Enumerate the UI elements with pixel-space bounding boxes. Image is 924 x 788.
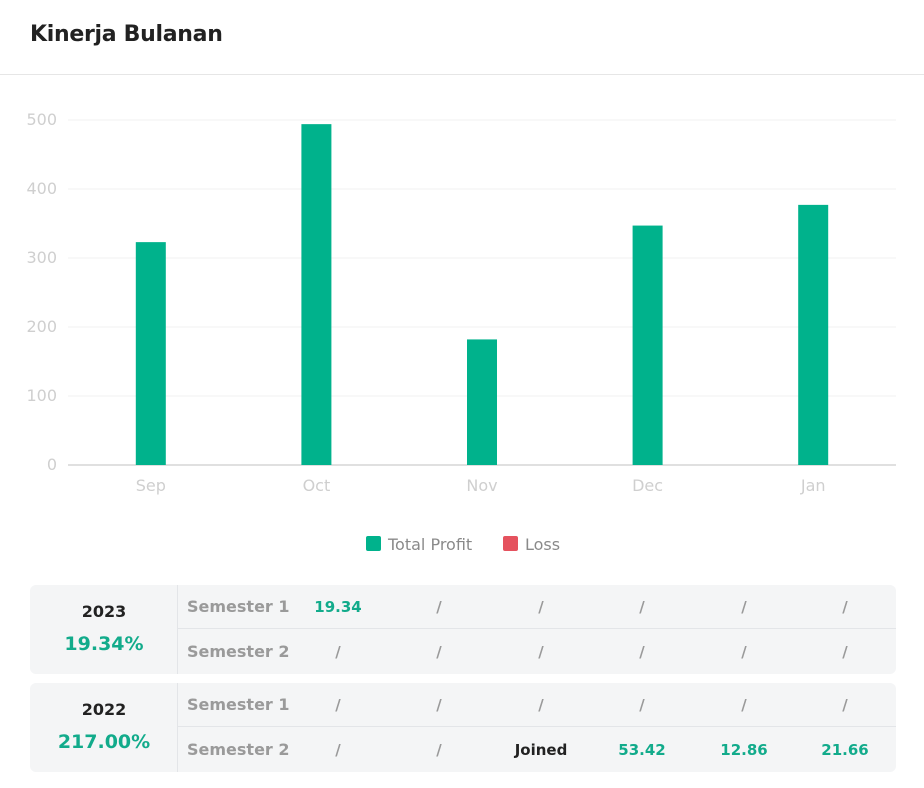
x-tick-label: Dec [632,476,663,495]
semester-value-cell: / [842,598,848,616]
semester-label: Semester 2 [187,740,290,759]
semester-value-cell: 53.42 [618,741,666,759]
bar-total-profit-oct[interactable] [301,124,332,465]
card-header: Kinerja Bulanan [0,0,924,75]
year-label: 2023 [81,602,127,621]
semester-value-cell: 12.86 [720,741,768,759]
x-tick-label: Sep [136,476,166,495]
semester-row: Semester 2 / / / / / / [178,630,896,674]
page-title: Kinerja Bulanan [30,22,223,47]
semester-value-cell: / [335,643,341,661]
y-tick-label: 300 [26,248,57,267]
semester-value-cell: 19.34 [314,598,362,616]
semester-value-cell: / [842,696,848,714]
legend-swatch-loss [503,536,518,551]
bar-total-profit-dec[interactable] [632,225,663,465]
bar-total-profit-sep[interactable] [135,242,166,465]
semester-value-cell: / [538,696,544,714]
x-axis: Sep Oct Nov Dec Jan [136,476,826,495]
semester-label: Semester 1 [187,695,290,714]
semester-value-cell: / [639,643,645,661]
semester-value-cell: / [538,598,544,616]
semester-value-cell: / [741,696,747,714]
semester-value-cell: / [639,598,645,616]
y-tick-label: 100 [26,386,57,405]
monthly-performance-chart: 0 100 200 300 400 500 Sep Oct Nov Dec Jan Total P… [26,110,896,554]
semester-value-cell: / [741,643,747,661]
semester-label: Semester 1 [187,597,290,616]
semester-value-cell: Joined [514,741,568,759]
semester-value-cell: / [436,696,442,714]
y-tick-label: 400 [26,179,57,198]
semester-value-cell: / [842,643,848,661]
chart-bars [135,124,829,465]
semester-label: Semester 2 [187,642,290,661]
year-return-percent: 217.00% [57,731,151,753]
x-tick-label: Oct [303,476,331,495]
legend-item-label[interactable]: Total Profit [387,535,472,554]
semester-value-cell: / [335,741,341,759]
semester-value-cell: / [335,696,341,714]
y-tick-label: 500 [26,110,57,129]
legend-swatch-total-profit [366,536,381,551]
semester-value-cell: / [741,598,747,616]
semester-value-cell: 21.66 [821,741,869,759]
x-tick-label: Jan [800,476,826,495]
legend-item-label[interactable]: Loss [525,535,560,554]
semester-value-cell: / [436,598,442,616]
year-card-2022: 2022 217.00% Semester 1 / / / / / / Semester 2 / / J… [30,683,896,772]
year-summary: 2023 19.34% [30,585,178,674]
semester-value-cell: / [639,696,645,714]
bar-total-profit-jan[interactable] [798,204,829,465]
semester-row: Semester 2 / / Joined 53.42 12.86 21.66 [178,728,896,772]
chart-legend[interactable]: Total Profit Loss [366,535,560,554]
semester-value-cell: / [436,741,442,759]
year-return-percent: 19.34% [64,633,144,655]
year-summary: 2022 217.00% [30,683,178,772]
year-card-2023: 2023 19.34% Semester 1 19.34// / / / Semester 2… [30,585,896,674]
semester-value-cell: / [538,643,544,661]
semester-row: Semester 1 19.34 / / / / / [178,585,896,629]
y-tick-label: 0 [47,455,57,474]
semester-row: Semester 1 / / / / / / [178,683,896,727]
year-label: 2022 [81,700,127,719]
y-tick-label: 200 [26,317,57,336]
y-axis: 0 100 200 300 400 500 [26,110,57,474]
semester-value-cell: / [436,643,442,661]
bar-total-profit-nov[interactable] [467,339,497,465]
x-tick-label: Nov [466,476,497,495]
